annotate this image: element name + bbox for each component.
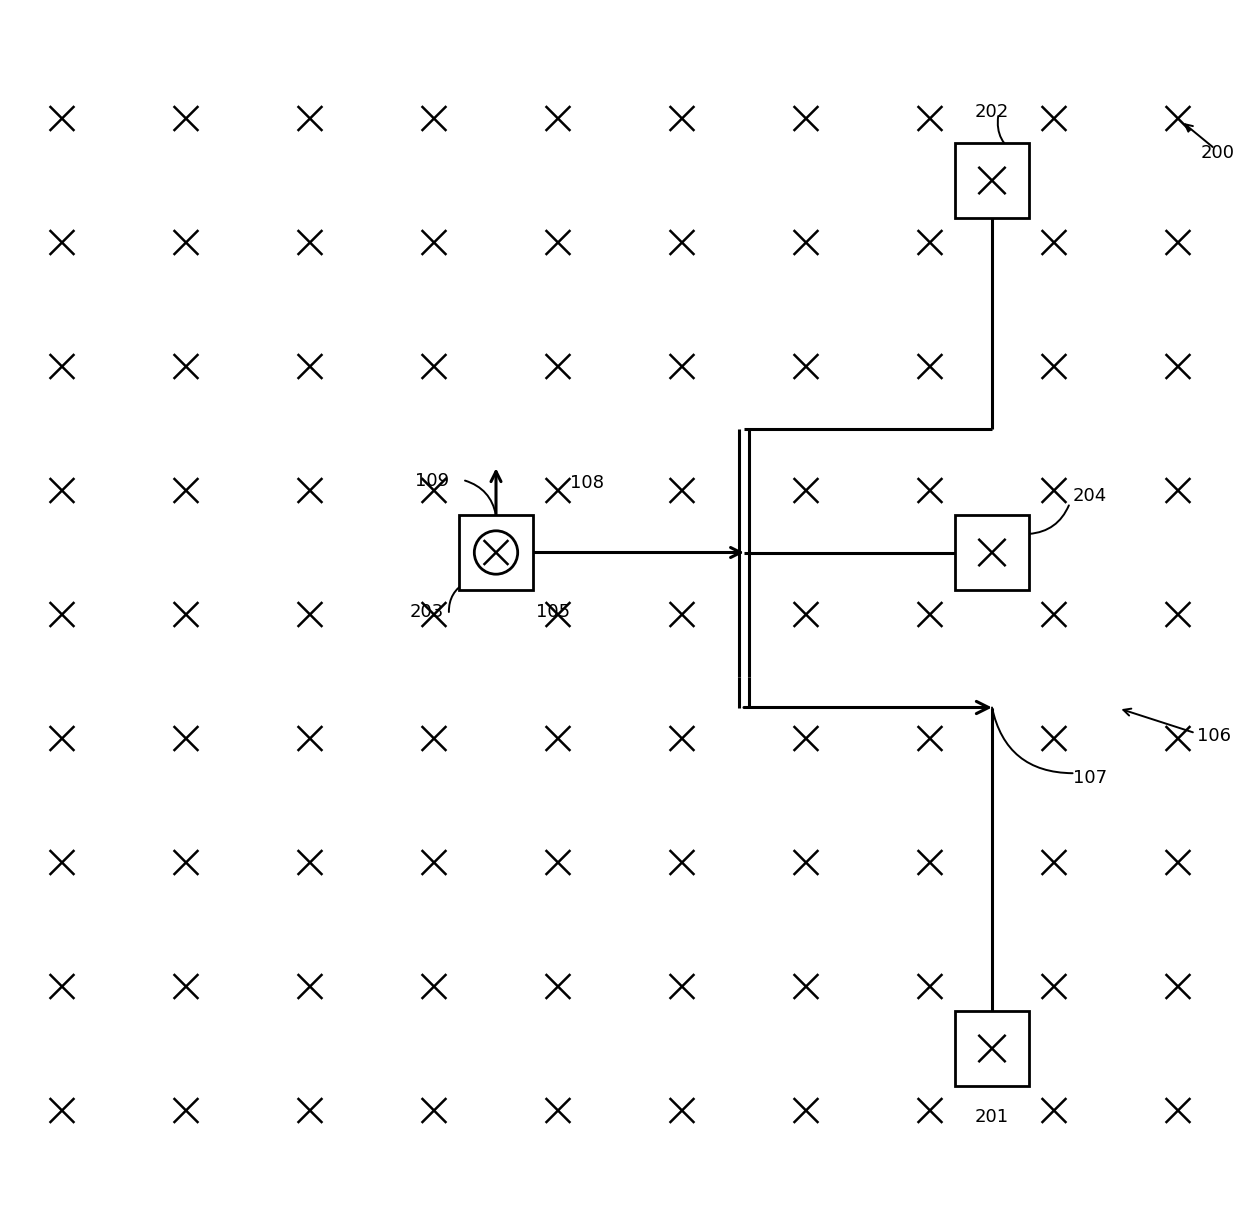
- Bar: [955, 144, 1029, 218]
- Text: 202: 202: [975, 103, 1009, 120]
- Text: 107: 107: [1073, 769, 1107, 788]
- Circle shape: [474, 531, 518, 574]
- Text: 108: 108: [570, 474, 604, 492]
- Text: 204: 204: [1073, 488, 1107, 505]
- Text: 109: 109: [414, 472, 449, 489]
- Text: 200: 200: [1200, 144, 1235, 162]
- Text: 105: 105: [536, 603, 570, 621]
- Text: 201: 201: [975, 1109, 1009, 1126]
- Text: 106: 106: [1197, 728, 1230, 745]
- Bar: [459, 515, 533, 590]
- Bar: [955, 515, 1029, 590]
- Text: 203: 203: [409, 603, 444, 621]
- Bar: [955, 1011, 1029, 1085]
